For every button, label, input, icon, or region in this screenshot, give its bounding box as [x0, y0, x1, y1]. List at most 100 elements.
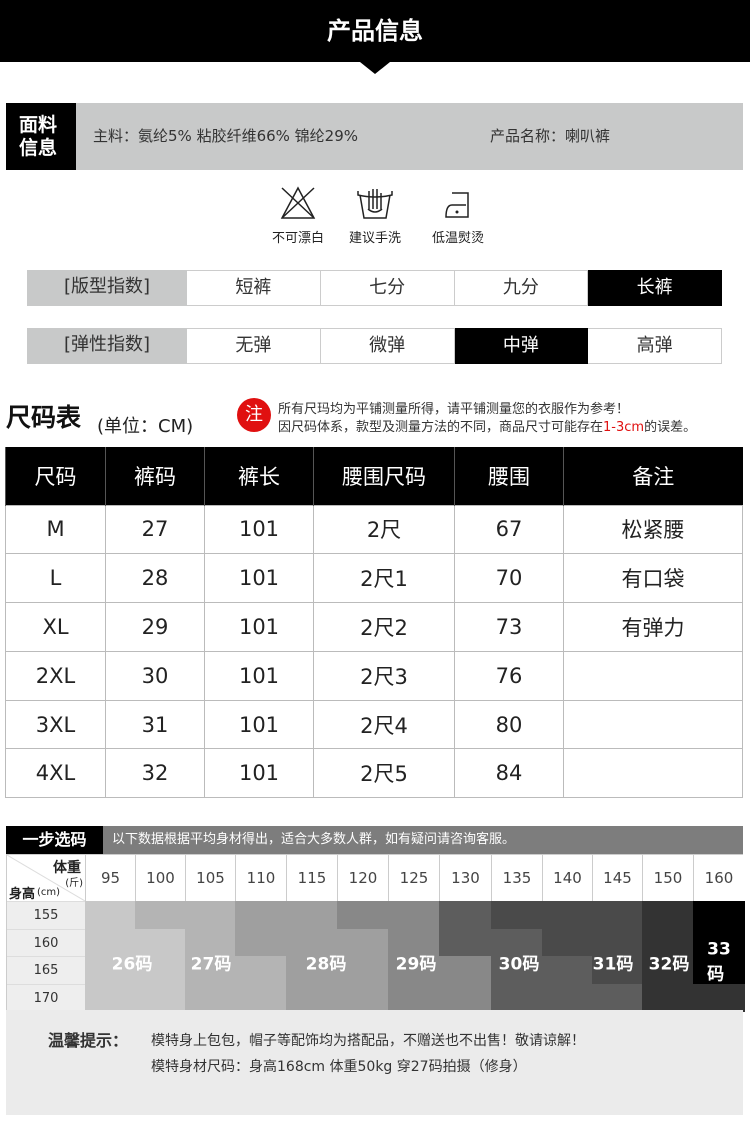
size-cell [85, 928, 136, 957]
size-table-unit: (单位：CM) [97, 416, 194, 437]
tips-line1: 模特身上包包，帽子等配饰均为搭配品，不赠送也不出售！敬请谅解！ [151, 1033, 585, 1049]
size-cell [135, 983, 186, 1012]
size-guide-label: 一步选码 [6, 826, 103, 854]
size-table: 尺码 裤码 裤长 腰围尺码 腰围 备注 M 27 101 2尺 67 松紧腰 L 28 101 2尺1 70 有口… [5, 447, 743, 799]
table-cell: 29 [105, 602, 205, 652]
stretch-option: 微弹 [320, 328, 455, 364]
table-cell: 2XL [5, 650, 106, 701]
care-hand-wash: 建议手洗 [335, 185, 415, 246]
table-row: 2XL 30 101 2尺3 76 [5, 650, 743, 701]
fit-index-label: [版型指数] [27, 270, 187, 306]
size-cell [286, 928, 338, 957]
table-row: 4XL 32 101 2尺5 84 [5, 748, 743, 799]
column-header: 备注 [563, 447, 743, 505]
table-cell: 2尺3 [313, 650, 455, 701]
size-cell [693, 901, 745, 929]
table-row: M 27 101 2尺 67 松紧腰 [5, 504, 743, 555]
size-cell [235, 901, 287, 929]
table-cell: 84 [454, 748, 564, 799]
table-cell: 31 [105, 699, 205, 750]
size-cell [286, 901, 338, 929]
weight-header: 160 [693, 855, 744, 901]
column-header: 尺码 [5, 447, 106, 505]
table-cell [563, 650, 743, 701]
size-cell [693, 983, 745, 1012]
size-cell [235, 928, 287, 957]
size-cell [642, 956, 694, 984]
table-cell: 80 [454, 699, 564, 750]
tips-line2: 模特身材尺码：身高168cm 体重50kg 穿27码拍摄（修身） [151, 1059, 527, 1075]
weight-header: 135 [491, 855, 542, 901]
table-cell: 76 [454, 650, 564, 701]
height-label: 身高 [9, 887, 36, 902]
no-bleach-icon [280, 186, 316, 219]
size-cell [693, 956, 745, 984]
size-cell [491, 928, 543, 957]
table-cell: 2尺2 [313, 602, 455, 652]
low-iron-icon [445, 192, 469, 218]
size-cell [642, 928, 694, 957]
size-cell [185, 901, 236, 929]
fit-option: 七分 [320, 270, 455, 306]
size-cell [235, 983, 287, 1012]
size-cell [135, 928, 186, 957]
size-cell [642, 901, 694, 929]
size-label: 31码 [592, 954, 634, 975]
table-cell: 2尺1 [313, 553, 455, 604]
size-cell [85, 956, 136, 984]
size-label: 26码 [111, 954, 153, 975]
size-label: 27码 [190, 954, 232, 975]
care-no-bleach: 不可漂白 [258, 185, 338, 246]
size-cell [592, 983, 643, 1012]
weight-unit: (斤) [65, 878, 83, 889]
table-cell: 67 [454, 504, 564, 555]
fit-index: [版型指数] 短裤 七分 九分 长裤 [27, 270, 722, 306]
fabric-label-line1: 面料 [19, 114, 58, 136]
header-pointer [360, 62, 390, 74]
size-label: 33码 [707, 939, 731, 985]
note-line2: 因尺码体系，款型及测量方法的不同，商品尺寸可能存在1-3cm的误差。 [278, 416, 696, 435]
table-cell: 28 [105, 553, 205, 604]
table-cell: XL [5, 602, 106, 652]
height-header: 155 [7, 901, 85, 929]
size-cell [592, 956, 643, 984]
size-guide-bar [6, 826, 743, 854]
table-cell: 27 [105, 504, 205, 555]
table-cell: 2尺 [313, 504, 455, 555]
weight-header: 120 [337, 855, 388, 901]
size-cell [135, 956, 186, 984]
column-header: 腰围 [454, 447, 564, 505]
size-cell [439, 956, 492, 984]
size-cell [185, 983, 236, 1012]
care-label: 建议手洗 [348, 231, 401, 246]
stretch-index-label: [弹性指数] [27, 328, 187, 364]
size-cell [542, 901, 593, 929]
size-cell [388, 956, 440, 984]
stretch-option: 无弹 [187, 328, 321, 364]
column-header: 裤长 [204, 447, 314, 505]
size-cell [542, 983, 593, 1012]
size-cell [592, 901, 643, 929]
size-cell [542, 928, 593, 957]
fabric-info-bar [6, 103, 743, 170]
weight-header: 100 [135, 855, 185, 901]
note-text: 的误差。 [644, 420, 697, 435]
care-low-iron: 低温熨烫 [418, 185, 498, 246]
table-cell: 101 [204, 650, 314, 701]
material-text: 主料：氨纶5% 粘胶纤维66% 锦纶29% [93, 127, 359, 145]
size-cell [135, 901, 186, 929]
weight-header: 145 [592, 855, 642, 901]
weight-header: 130 [439, 855, 491, 901]
table-cell [563, 699, 743, 750]
size-label: 28码 [305, 954, 347, 975]
size-guide-description: 以下数据根据平均身材得出，适合大多数人群，如有疑问请咨询客服。 [112, 832, 516, 847]
table-cell: 101 [204, 699, 314, 750]
column-header: 腰围尺码 [313, 447, 455, 505]
height-header: 160 [7, 928, 85, 957]
size-label: 30码 [498, 954, 540, 975]
weight-header: 140 [542, 855, 592, 901]
stretch-index: [弹性指数] 无弹 微弹 中弹 高弹 [27, 328, 722, 364]
size-cell [491, 901, 543, 929]
weight-header: 105 [185, 855, 235, 901]
size-cell [491, 956, 543, 984]
